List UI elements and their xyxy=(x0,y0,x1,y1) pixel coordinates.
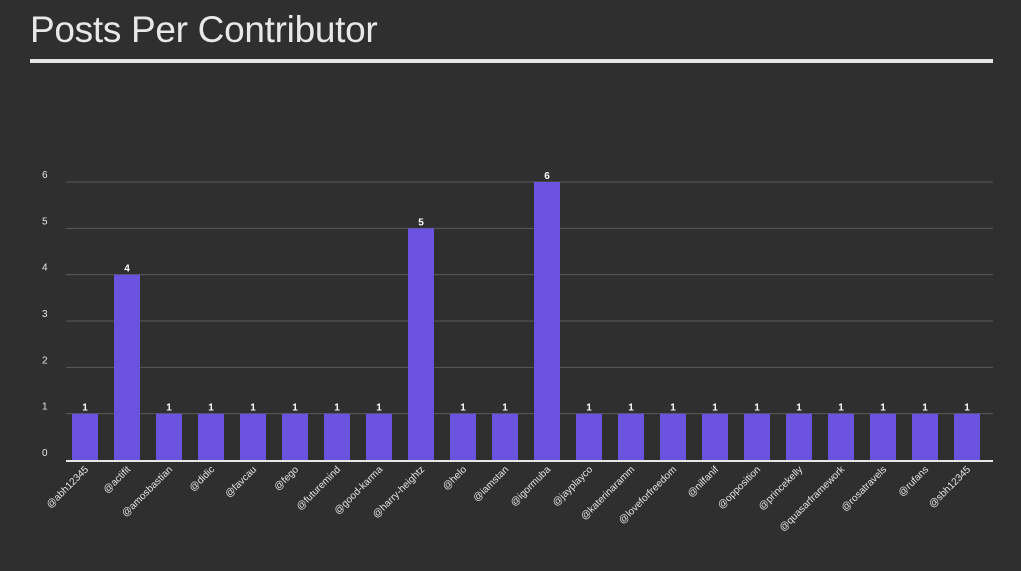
data-label: 1 xyxy=(670,403,676,414)
y-tick-label: 4 xyxy=(42,263,48,274)
bar xyxy=(744,413,770,460)
x-tick-label: @actifit xyxy=(102,464,134,496)
data-label: 1 xyxy=(796,403,802,414)
bar xyxy=(618,413,644,460)
data-label: 5 xyxy=(418,217,424,228)
bar xyxy=(576,413,602,460)
data-label: 1 xyxy=(880,403,886,414)
y-tick-label: 3 xyxy=(42,309,48,320)
bar xyxy=(324,413,350,460)
bar xyxy=(828,413,854,460)
x-tick-label: @favcau xyxy=(223,464,259,500)
data-label: 1 xyxy=(250,403,256,414)
y-tick-label: 1 xyxy=(42,402,48,413)
bar xyxy=(408,228,434,460)
data-label: 1 xyxy=(460,403,466,414)
x-tick-label: @iamstan xyxy=(471,464,511,504)
bar xyxy=(534,182,560,460)
title-underline xyxy=(30,59,993,63)
bar xyxy=(870,413,896,460)
data-label: 1 xyxy=(376,403,382,414)
x-tick-label: @sbh12345 xyxy=(927,464,973,510)
data-label: 1 xyxy=(82,403,88,414)
x-tick-label: @rufans xyxy=(897,464,932,499)
bar xyxy=(114,274,140,460)
x-tick-label: @igormuba xyxy=(509,464,554,509)
chart-title: Posts Per Contributor xyxy=(30,9,378,50)
bar xyxy=(198,413,224,460)
data-label: 1 xyxy=(922,403,928,414)
y-tick-label: 6 xyxy=(42,170,48,181)
data-label: 1 xyxy=(208,403,214,414)
bar xyxy=(786,413,812,460)
data-label: 1 xyxy=(838,403,844,414)
bar xyxy=(282,413,308,460)
x-tick-label: @abh12345 xyxy=(45,464,92,511)
y-tick-label: 0 xyxy=(42,448,48,459)
y-tick-label: 2 xyxy=(42,355,48,366)
bar xyxy=(366,413,392,460)
data-label: 1 xyxy=(754,403,760,414)
x-axis-labels: @abh12345 @actifit@amosbastian @didic @favc… xyxy=(45,464,974,534)
y-axis-ticks: 0 1 2 3 4 5 6 xyxy=(42,170,48,459)
x-tick-label: @rosatravels xyxy=(840,464,890,514)
bar xyxy=(492,413,518,460)
data-label: 1 xyxy=(628,403,634,414)
data-label: 1 xyxy=(586,403,592,414)
x-tick-label: @didic xyxy=(188,464,217,493)
x-tick-label: @helo xyxy=(441,464,470,493)
y-tick-label: 5 xyxy=(42,216,48,227)
bar xyxy=(72,413,98,460)
data-label: 1 xyxy=(712,403,718,414)
data-label: 6 xyxy=(544,171,550,182)
bar xyxy=(912,413,938,460)
gridlines xyxy=(66,181,993,415)
bar xyxy=(702,413,728,460)
data-label: 4 xyxy=(124,264,130,275)
data-labels: 141 1 1 1 1 151 161 1 1 1 1 1 1 1 1 1 xyxy=(82,171,970,414)
x-tick-label: @jayplayco xyxy=(551,464,596,509)
data-label: 1 xyxy=(964,403,970,414)
bar xyxy=(156,413,182,460)
data-label: 1 xyxy=(334,403,340,414)
x-tick-label: @nilfanif xyxy=(686,464,722,500)
bars xyxy=(72,182,980,460)
bar xyxy=(954,413,980,460)
bar xyxy=(660,413,686,460)
data-label: 1 xyxy=(166,403,172,414)
x-tick-label: @fego xyxy=(272,464,301,493)
data-label: 1 xyxy=(502,403,508,414)
bar xyxy=(450,413,476,460)
data-label: 1 xyxy=(292,403,298,414)
bar xyxy=(240,413,266,460)
